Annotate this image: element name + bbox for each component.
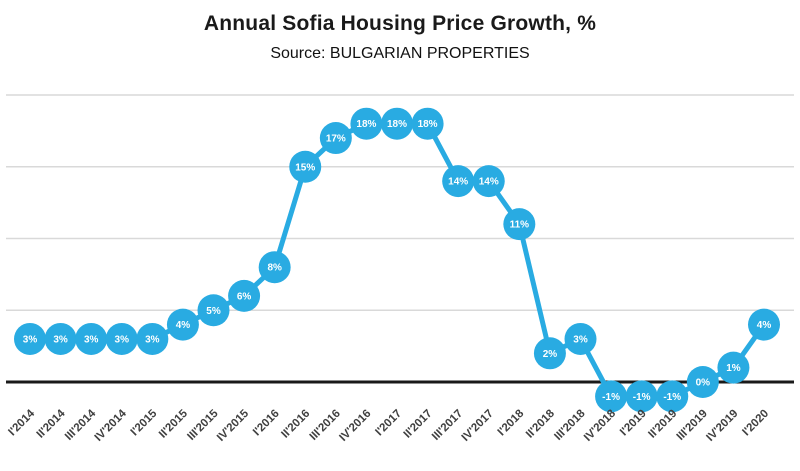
chart-header: Annual Sofia Housing Price Growth, % Sou…: [0, 12, 800, 63]
data-point-marker: [472, 165, 505, 198]
x-axis-label: IV'2015: [215, 407, 252, 444]
data-point-label: 14%: [479, 177, 499, 188]
chart-title: Annual Sofia Housing Price Growth, %: [203, 12, 597, 35]
x-axis-label: III'2019: [675, 408, 710, 443]
x-axis-label: III'2014: [63, 407, 99, 443]
data-point-marker: [14, 322, 46, 355]
data-point-marker: [686, 366, 719, 398]
x-axis-label: III'2015: [185, 407, 221, 443]
x-axis-label: I'2014: [6, 407, 37, 438]
data-point-marker: [381, 107, 413, 140]
data-point-label: 5%: [206, 306, 221, 317]
data-point-marker: [319, 122, 352, 155]
data-point-marker: [228, 279, 261, 312]
x-axis-label: IV'2014: [93, 407, 130, 444]
data-point-label: 4%: [757, 320, 772, 331]
x-axis-label: IV'2018: [582, 407, 619, 444]
data-point-label: 15%: [295, 162, 315, 173]
x-axis-label: IV'2019: [704, 408, 740, 444]
trend-line: [27, 121, 767, 399]
x-axis-label: III'2017: [430, 408, 465, 443]
data-point-label: -1%: [633, 392, 651, 403]
x-axis-label: II'2017: [402, 408, 435, 441]
x-axis-label: III'2018: [552, 407, 588, 443]
x-axis-label: II'2019: [646, 408, 679, 441]
data-point-marker: [656, 380, 689, 413]
data-point-marker: [105, 322, 138, 355]
data-point-label: 6%: [237, 291, 252, 302]
data-point-label: -1%: [663, 392, 681, 403]
data-point-marker: [197, 294, 230, 327]
data-point-marker: [625, 380, 658, 413]
data-point-label: 3%: [84, 334, 99, 345]
data-point-label: 18%: [387, 119, 407, 130]
data-point-label: -1%: [602, 392, 620, 403]
data-point-marker: [533, 337, 566, 370]
data-point-label: 3%: [115, 334, 130, 345]
data-point-label: 3%: [573, 334, 588, 345]
data-point-marker: [442, 165, 475, 198]
data-point-marker: [595, 380, 628, 413]
data-point-marker: [564, 322, 597, 355]
data-point-marker: [258, 251, 291, 284]
data-point-label: 3%: [23, 334, 38, 345]
x-axis-label: II'2016: [279, 408, 312, 441]
chart-subtitle: Source: BULGARIAN PROPERTIES: [270, 45, 530, 62]
x-axis-label: I'2020: [740, 408, 771, 439]
data-point-marker: [717, 351, 750, 384]
data-point-marker: [44, 322, 77, 355]
data-point-label: 14%: [448, 177, 468, 188]
data-point-marker: [166, 308, 199, 341]
data-point-label: 3%: [53, 334, 68, 345]
data-point-marker: [411, 107, 444, 140]
data-point-label: 18%: [418, 119, 438, 130]
data-point-marker: [350, 107, 383, 140]
data-point-marker: [289, 150, 322, 183]
x-axis-label: I'2019: [618, 408, 649, 439]
x-axis-label: IV'2016: [337, 408, 373, 444]
data-point-label: 11%: [510, 220, 530, 231]
data-point-label: 2%: [543, 349, 558, 360]
x-axis-label: IV'2017: [460, 408, 496, 444]
data-point-marker: [136, 322, 169, 355]
x-axis-label: I'2016: [251, 408, 282, 439]
x-axis-label: I'2015: [129, 407, 160, 438]
data-point-label: 8%: [267, 263, 282, 274]
data-point-label: 1%: [726, 363, 741, 374]
data-point-marker: [503, 208, 536, 241]
x-axis-label: I'2018: [496, 407, 527, 438]
data-point-label: 17%: [326, 134, 346, 145]
data-point-label: 4%: [176, 320, 191, 331]
data-point-label: 18%: [356, 119, 376, 130]
data-point-label: 0%: [696, 378, 711, 389]
x-axis-label: I'2017: [373, 408, 404, 439]
data-point-label: 3%: [145, 334, 160, 345]
data-point-marker: [75, 322, 108, 355]
x-axis-label: III'2016: [308, 408, 343, 443]
data-point-marker: [748, 308, 780, 341]
